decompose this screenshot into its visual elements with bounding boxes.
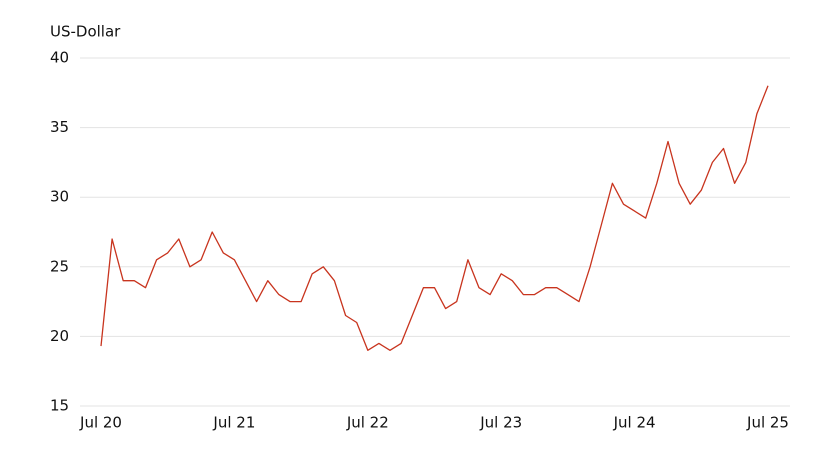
x-tick-label: Jul 23: [479, 414, 522, 432]
x-tick-label: Jul 25: [746, 414, 789, 432]
y-axis-label: US-Dollar: [50, 23, 121, 41]
y-tick-label: 30: [50, 188, 69, 206]
y-tick-label: 40: [50, 49, 69, 67]
y-tick-label: 35: [50, 118, 69, 136]
price-line: [100, 85, 769, 351]
x-tick-label: Jul 22: [346, 414, 389, 432]
x-tick-label: Jul 21: [212, 414, 255, 432]
y-tick-label: 20: [50, 327, 69, 345]
y-tick-label: 25: [50, 257, 69, 275]
x-tick-label: Jul 20: [79, 414, 122, 432]
y-tick-label: 15: [50, 397, 69, 415]
x-tick-label: Jul 24: [613, 414, 656, 432]
